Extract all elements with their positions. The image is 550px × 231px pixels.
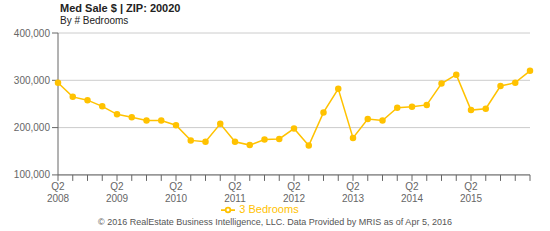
svg-text:Q22012: Q22012 (283, 181, 306, 204)
svg-text:Q22013: Q22013 (342, 181, 365, 204)
svg-text:300,000: 300,000 (14, 75, 51, 86)
svg-text:Q22011: Q22011 (224, 181, 246, 204)
html-text:3 Bedrooms: 3 Bedrooms (239, 202, 299, 215)
svg-text:400,000: 400,000 (14, 28, 51, 39)
svg-text:Q22015: Q22015 (460, 181, 483, 204)
html-text:Med Sale $ | ZIP: 20020: Med Sale $ | ZIP: 20020 (60, 2, 181, 14)
svg-text:Q22009: Q22009 (106, 181, 129, 204)
svg-text:100,000: 100,000 (14, 169, 51, 180)
svg-text:Q22008: Q22008 (47, 181, 70, 204)
html-text:© 2016 RealEstate Business Int: © 2016 RealEstate Business Intelligence,… (98, 217, 452, 227)
svg-text:Q22014: Q22014 (401, 181, 424, 204)
svg-text:200,000: 200,000 (14, 122, 51, 133)
html-text:By # Bedrooms: By # Bedrooms (60, 15, 129, 26)
svg-text:Q22010: Q22010 (165, 181, 188, 204)
